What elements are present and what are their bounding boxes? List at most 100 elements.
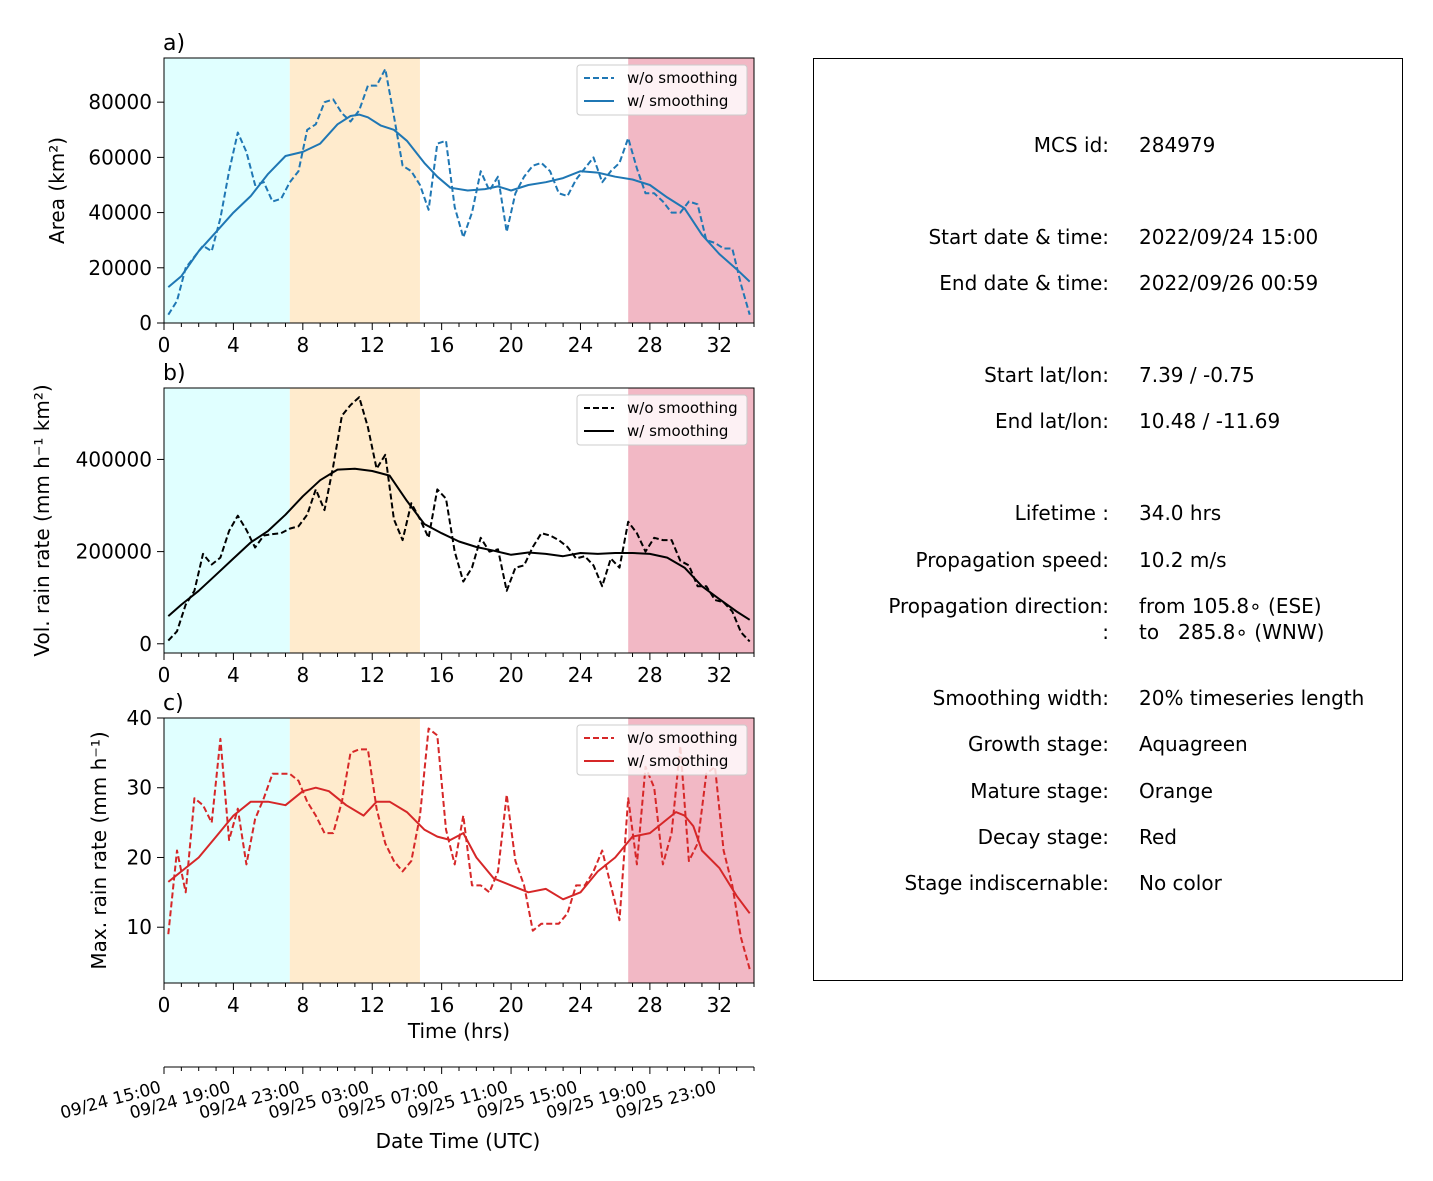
info-row-mature-stage: Mature stage: Orange (814, 778, 1404, 838)
x-tick-label: 16 (429, 993, 454, 1017)
legend-box (576, 394, 748, 446)
info-label: Start lat/lon: (984, 363, 1109, 387)
panel-label: c) (163, 691, 184, 716)
x-tick-label: 4 (227, 993, 240, 1017)
info-label: MCS id: (1033, 133, 1109, 157)
legend-box (576, 724, 748, 776)
info-row-propagation-direction: Propagation direction: : from 105.8∘ (ES… (814, 593, 1404, 653)
y-tick-label: 40 (127, 706, 152, 730)
info-label: Mature stage: (970, 779, 1109, 803)
info-label: Growth stage: (967, 732, 1109, 756)
x-tick-label: 12 (360, 993, 385, 1017)
y-tick-label: 20000 (88, 256, 152, 280)
info-row-start-latlon: Start lat/lon: 7.39 / -0.75 (814, 362, 1404, 422)
y-axis-label: Vol. rain rate (mm h⁻¹ km²) (30, 384, 54, 656)
y-tick-label: 80000 (88, 90, 152, 114)
x-tick-label: 28 (637, 993, 662, 1017)
x-tick-label: 16 (429, 333, 454, 357)
info-label: End lat/lon: (995, 409, 1109, 433)
stage-band-growth (164, 58, 290, 323)
legend: w/o smoothing w/ smoothing (576, 64, 748, 116)
info-value: 10.2 m/s (1139, 548, 1227, 572)
x-tick-label: 4 (227, 663, 240, 687)
chart-panel-b: 0 4 8 12 16 20 24 28 32 0 200000 400000 b) Vol. rain … (30, 361, 755, 687)
panel-label: a) (163, 31, 185, 56)
info-value: from 105.8∘ (ESE) to 285.8∘ (WNW) (1139, 594, 1325, 644)
series-line-raw (167, 68, 751, 316)
info-label: Start date & time: (928, 225, 1109, 249)
x-tick-label: 28 (637, 333, 662, 357)
info-row-lifetime: Lifetime : 34.0 hrs (814, 500, 1404, 560)
x-axis-label: Time (hrs) (407, 1019, 510, 1043)
y-tick-label: 30 (127, 776, 152, 800)
x-tick-label: 0 (158, 993, 171, 1017)
x-tick-label: 24 (568, 663, 593, 687)
info-row-growth-stage: Growth stage: Aquagreen (814, 731, 1404, 791)
info-row-start-datetime: Start date & time: 2022/09/24 15:00 (814, 224, 1404, 284)
series-line-raw (167, 396, 751, 643)
legend-box (576, 64, 748, 116)
x-tick-label: 16 (429, 663, 454, 687)
info-label: Decay stage: (977, 825, 1109, 849)
info-value: Orange (1139, 779, 1213, 803)
info-row-end-datetime: End date & time: 2022/09/26 00:59 (814, 270, 1404, 330)
stage-band-mature (289, 388, 420, 653)
legend: w/o smoothing w/ smoothing (576, 394, 748, 446)
legend-entry-label: w/ smoothing (627, 752, 728, 770)
info-row-stage-indiscernable: Stage indiscernable: No color (814, 870, 1404, 930)
info-row-decay-stage: Decay stage: Red (814, 824, 1404, 884)
series-line-smoothed (167, 467, 751, 621)
x-tick-label: 4 (227, 333, 240, 357)
info-row-propagation-speed: Propagation speed: 10.2 m/s (814, 547, 1404, 607)
legend-entry-label: w/o smoothing (627, 729, 738, 747)
info-value: No color (1139, 871, 1222, 895)
info-value: 7.39 / -0.75 (1139, 363, 1255, 387)
y-tick-label: 400000 (76, 447, 152, 471)
info-value: Aquagreen (1139, 732, 1248, 756)
chart-panel-a: 0 4 8 12 16 20 24 28 32 0 20000 40000 60000 80000 a) Ar… (45, 31, 755, 357)
legend-entry-label: w/ smoothing (627, 422, 728, 440)
x-tick-label: 0 (158, 663, 171, 687)
info-label: Stage indiscernable: (904, 871, 1109, 895)
info-label: Propagation speed: (915, 548, 1109, 572)
stage-band-mature (289, 718, 420, 983)
panel-label: b) (163, 361, 186, 386)
x-tick-label: 12 (360, 663, 385, 687)
info-row-smoothing-width: Smoothing width: 20% timeseries length (814, 685, 1404, 745)
y-tick-label: 0 (139, 311, 152, 335)
series-line-smoothed (167, 113, 751, 288)
x-tick-label: 32 (707, 663, 732, 687)
legend-entry-label: w/ smoothing (627, 92, 728, 110)
x-tick-label: 12 (360, 333, 385, 357)
x-tick-label: 8 (296, 663, 309, 687)
info-value: 2022/09/24 15:00 (1139, 225, 1319, 249)
info-value: 20% timeseries length (1139, 686, 1365, 710)
info-label: Smoothing width: (932, 686, 1109, 710)
stage-band-mature (289, 58, 420, 323)
legend-entry-label: w/o smoothing (627, 399, 738, 417)
y-tick-label: 40000 (88, 201, 152, 225)
y-axis-label: Max. rain rate (mm h⁻¹) (87, 731, 111, 969)
x-tick-label: 8 (296, 993, 309, 1017)
info-label: Lifetime : (1014, 501, 1109, 525)
y-tick-label: 10 (127, 915, 152, 939)
date-axis-label: Date Time (UTC) (376, 1129, 541, 1153)
x-tick-label: 8 (296, 333, 309, 357)
x-tick-label: 32 (707, 993, 732, 1017)
info-row-mcs-id: MCS id: 284979 (814, 132, 1404, 192)
y-tick-label: 0 (139, 632, 152, 656)
y-axis-label: Area (km²) (45, 137, 69, 244)
info-label: Propagation direction: : (888, 594, 1109, 644)
y-tick-label: 20 (127, 845, 152, 869)
info-value: 2022/09/26 00:59 (1139, 271, 1319, 295)
x-tick-label: 24 (568, 333, 593, 357)
x-tick-label: 0 (158, 333, 171, 357)
info-value: 284979 (1139, 133, 1216, 157)
mcs-info-panel: MCS id: 284979 Start date & time: 2022/0… (813, 58, 1403, 981)
series-line-raw (167, 727, 751, 970)
info-value: Red (1139, 825, 1177, 849)
x-tick-label: 20 (498, 993, 523, 1017)
y-tick-label: 60000 (88, 145, 152, 169)
